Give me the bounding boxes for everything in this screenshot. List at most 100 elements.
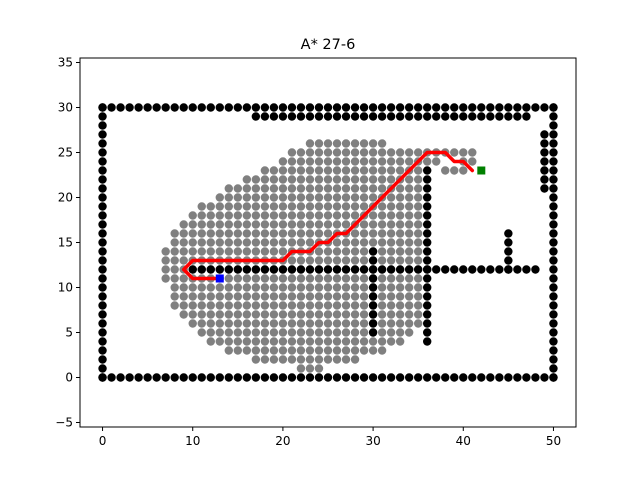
obstacle-point <box>161 373 170 382</box>
explored-point <box>341 148 351 157</box>
explored-point <box>368 148 378 157</box>
obstacle-point <box>260 373 270 382</box>
explored-point <box>296 337 306 346</box>
obstacle-point <box>549 148 558 157</box>
explored-point <box>413 166 423 175</box>
obstacle-point <box>233 103 243 112</box>
obstacle-point <box>278 265 288 274</box>
y-tick-label: 15 <box>58 236 73 250</box>
obstacle-point <box>98 166 107 175</box>
explored-point <box>332 274 342 283</box>
explored-point <box>296 175 306 184</box>
explored-point <box>350 319 360 328</box>
explored-point <box>468 157 477 166</box>
explored-point <box>260 346 270 355</box>
explored-point <box>332 139 342 148</box>
explored-point <box>251 202 261 211</box>
explored-point <box>197 202 206 211</box>
obstacle-point <box>495 373 504 382</box>
obstacle-point <box>296 112 306 121</box>
explored-point <box>332 337 342 346</box>
explored-point <box>413 319 423 328</box>
explored-point <box>377 184 387 193</box>
explored-point <box>386 166 396 175</box>
explored-point <box>179 220 188 229</box>
obstacle-point <box>468 103 477 112</box>
explored-point <box>242 238 252 247</box>
explored-point <box>278 328 288 337</box>
obstacle-point <box>549 364 558 373</box>
obstacle-point <box>98 229 107 238</box>
explored-point <box>404 256 414 265</box>
obstacle-point <box>152 373 161 382</box>
explored-point <box>242 346 252 355</box>
explored-point <box>269 211 279 220</box>
explored-point <box>233 211 243 220</box>
obstacle-point <box>98 292 107 301</box>
obstacle-point <box>287 112 297 121</box>
explored-point <box>350 355 360 364</box>
obstacle-point <box>350 103 360 112</box>
explored-point <box>269 283 279 292</box>
explored-point <box>206 247 215 256</box>
explored-point <box>287 202 297 211</box>
explored-point <box>368 139 378 148</box>
explored-point <box>404 328 414 337</box>
obstacle-point <box>296 103 306 112</box>
explored-point <box>305 328 315 337</box>
explored-point <box>377 283 387 292</box>
obstacle-point <box>188 373 197 382</box>
explored-point <box>287 292 297 301</box>
obstacle-point <box>98 130 107 139</box>
obstacle-point <box>314 103 324 112</box>
explored-point <box>314 166 324 175</box>
explored-point <box>269 355 279 364</box>
obstacle-point <box>468 265 477 274</box>
explored-point <box>233 328 243 337</box>
explored-point <box>332 256 342 265</box>
obstacle-point <box>134 373 143 382</box>
explored-point <box>377 256 387 265</box>
explored-point <box>359 238 369 247</box>
explored-point <box>215 337 224 346</box>
obstacle-point <box>179 103 188 112</box>
obstacle-point <box>413 265 423 274</box>
explored-point <box>386 283 396 292</box>
explored-point <box>305 211 315 220</box>
obstacle-point <box>350 373 360 382</box>
obstacle-point <box>450 373 459 382</box>
obstacle-point <box>251 373 261 382</box>
explored-point <box>206 301 215 310</box>
explored-point <box>413 229 423 238</box>
explored-point <box>197 220 206 229</box>
explored-point <box>350 301 360 310</box>
explored-point <box>269 301 279 310</box>
explored-point <box>386 256 396 265</box>
explored-point <box>323 175 333 184</box>
obstacle-point <box>233 265 243 274</box>
explored-point <box>197 211 206 220</box>
explored-point <box>350 337 360 346</box>
obstacle-point <box>549 301 558 310</box>
explored-point <box>432 157 441 166</box>
explored-point <box>224 229 233 238</box>
obstacle-point <box>459 112 468 121</box>
explored-point <box>404 193 414 202</box>
obstacle-point <box>549 211 558 220</box>
obstacle-point <box>549 274 558 283</box>
explored-point <box>341 193 351 202</box>
explored-point <box>314 355 324 364</box>
obstacle-point <box>377 265 387 274</box>
obstacle-point <box>359 103 369 112</box>
explored-point <box>395 211 405 220</box>
explored-point <box>287 193 297 202</box>
explored-point <box>251 274 261 283</box>
explored-point <box>251 211 261 220</box>
explored-point <box>404 238 414 247</box>
explored-point <box>404 220 414 229</box>
explored-point <box>314 319 324 328</box>
explored-point <box>305 274 315 283</box>
obstacle-point <box>260 103 270 112</box>
obstacle-point <box>278 103 288 112</box>
explored-point <box>314 202 324 211</box>
